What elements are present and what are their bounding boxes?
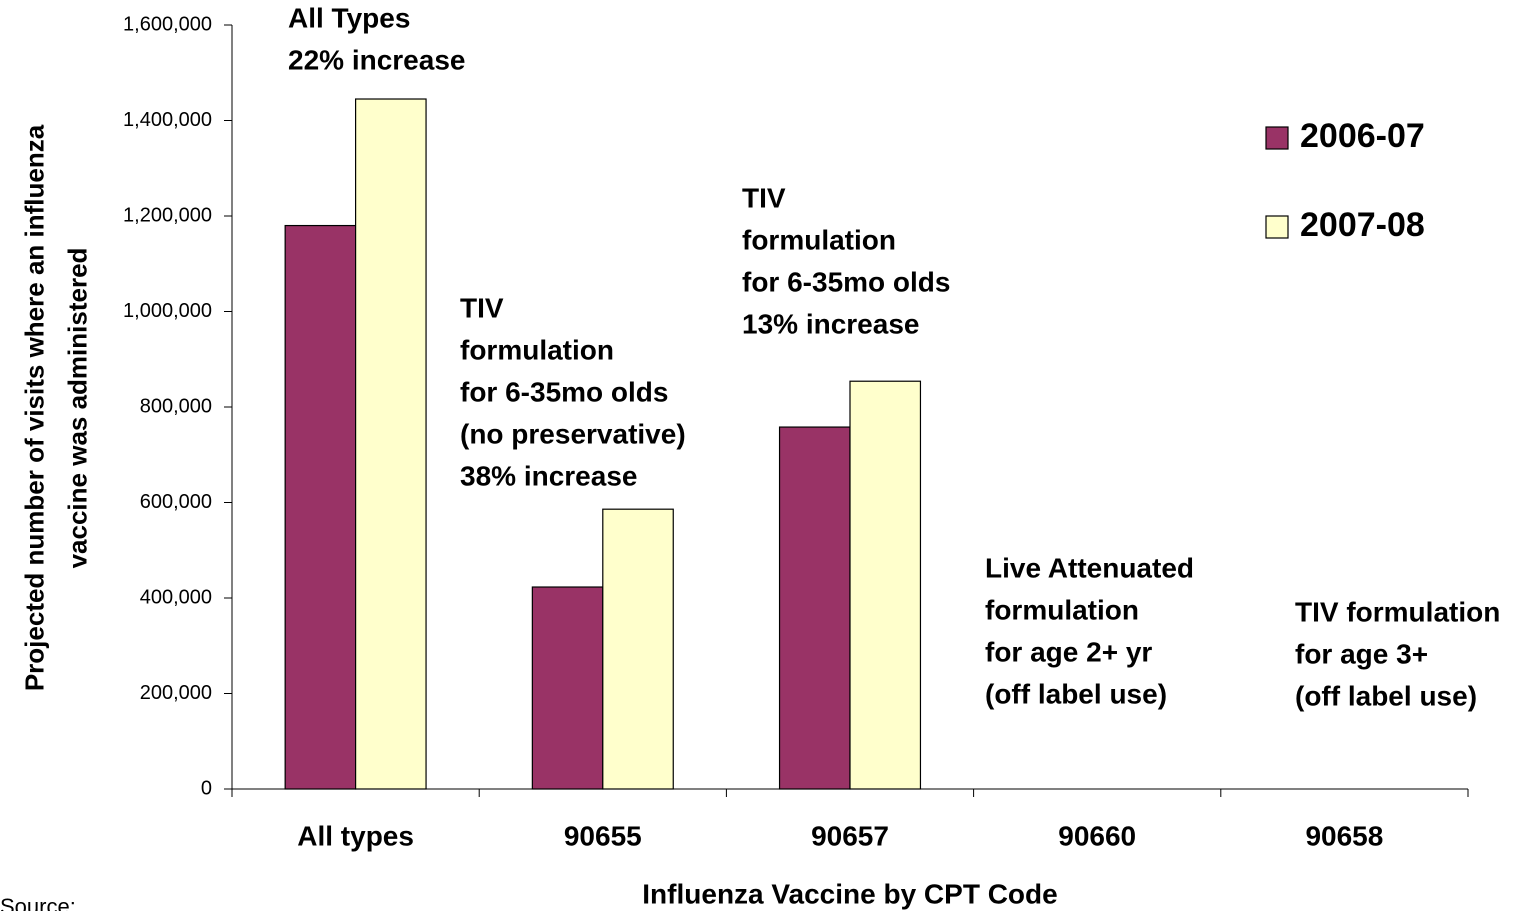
y-axis-title-line: vaccine was administered [62,248,92,569]
x-tick-label: 90657 [811,820,889,851]
y-tick-label: 200,000 [140,682,212,704]
bar [355,98,427,790]
annotation: 38% increase [460,460,637,491]
annotation: (off label use) [985,678,1167,709]
x-tick-label: 90660 [1058,820,1136,851]
y-axis-title: Projected number of visits where an infl… [19,124,92,691]
annotation: TIV formulation [1295,596,1500,627]
source-note: Source: [0,894,76,911]
y-axis-title-line: Projected number of visits where an infl… [19,124,49,691]
legend-swatch [1265,126,1289,150]
y-tick-label: 600,000 [140,491,212,513]
legend-swatch [1265,215,1289,239]
annotation: formulation [985,594,1139,625]
annotation: for 6-35mo olds [742,266,950,297]
annotation: (off label use) [1295,680,1477,711]
x-tick-label: 90658 [1305,820,1383,851]
x-tick-label: All types [297,820,414,851]
y-tick-label: 0 [201,777,212,799]
legend-label: 2006-07 [1300,117,1425,155]
annotation: Live Attenuated [985,552,1194,583]
y-tick-label: 1,200,000 [123,204,212,226]
annotation: All Types [288,2,410,33]
y-tick-label: 800,000 [140,395,212,417]
annotation: 22% increase [288,44,465,75]
legend-label: 2007-08 [1300,206,1425,244]
bar [849,380,922,790]
annotation: formulation [460,334,614,365]
bar [531,586,604,790]
annotation: (no preservative) [460,418,686,449]
x-axis-title: Influenza Vaccine by CPT Code [642,878,1057,909]
annotation: formulation [742,224,896,255]
y-tick-label: 1,600,000 [123,13,212,35]
y-tick-label: 1,400,000 [123,109,212,131]
annotation: for 6-35mo olds [460,376,668,407]
annotation: 13% increase [742,308,919,339]
annotation: TIV [460,292,504,323]
y-tick-label: 1,000,000 [123,300,212,322]
bar [778,426,851,790]
bar [602,508,674,790]
bar [284,224,357,790]
annotation: for age 2+ yr [985,636,1152,667]
annotation: for age 3+ [1295,638,1428,669]
y-tick-label: 400,000 [140,586,212,608]
annotation: TIV [742,182,786,213]
x-tick-label: 90655 [564,820,642,851]
